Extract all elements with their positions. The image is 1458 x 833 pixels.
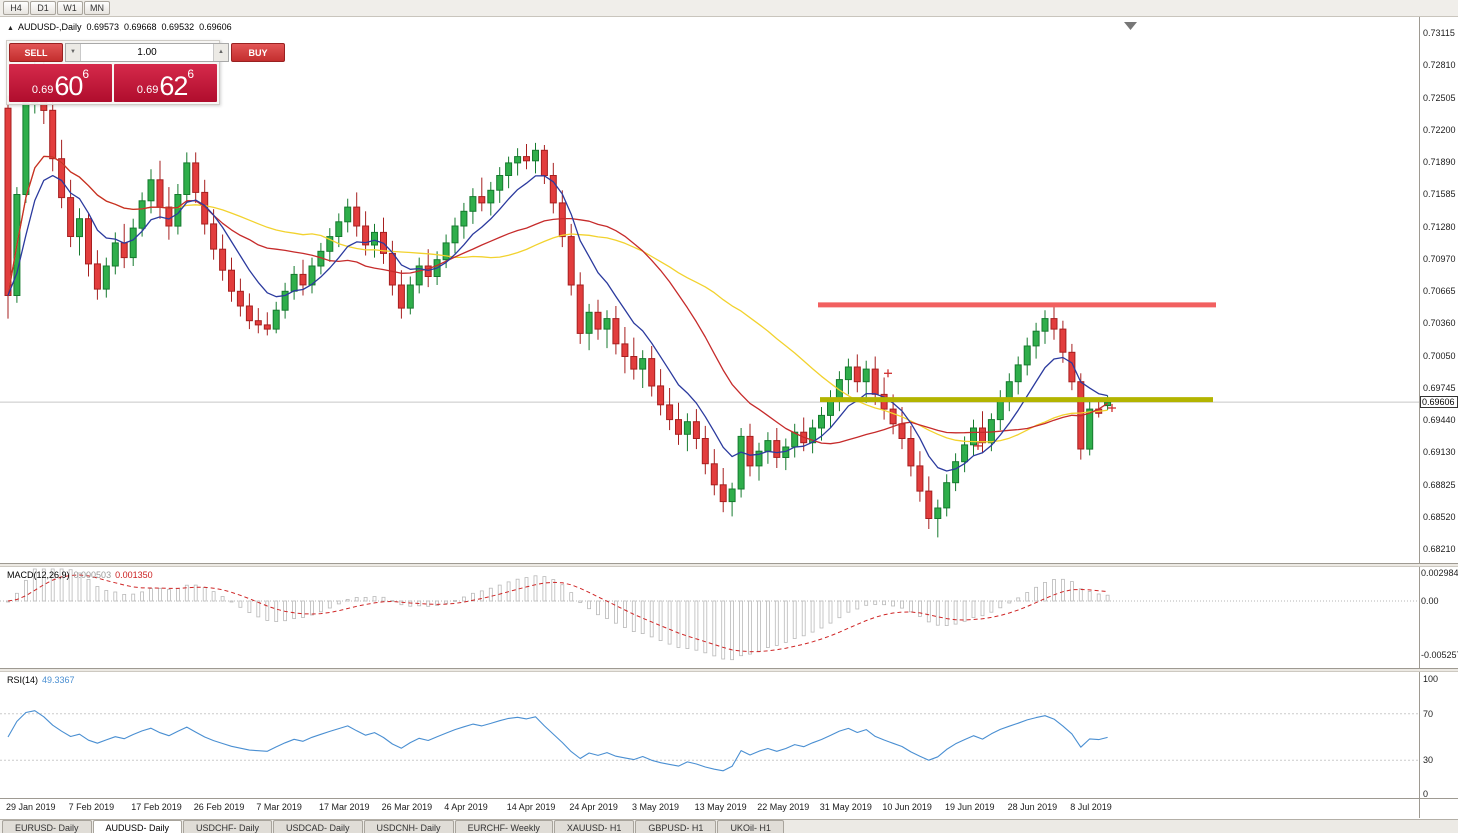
date-axis-label: 31 May 2019 [819, 802, 872, 812]
price-axis-label: 0.71585 [1423, 189, 1456, 200]
chart-tab-bar: EURUSD- Daily AUDUSD- Daily USDCHF- Daily U… [0, 819, 1458, 833]
chart-tab-ukoil-h1[interactable]: UKOil- H1 [717, 820, 784, 833]
sell-price-prefix: 0.69 [31, 84, 54, 96]
rsi-axis-label: 30 [1423, 755, 1434, 765]
main-chart[interactable] [0, 17, 1419, 563]
chart-tab-xauusd-h1[interactable]: XAUUSD- H1 [553, 820, 635, 833]
price-axis-label: 0.70360 [1423, 318, 1456, 329]
macd-indicator-label: MACD(12,26,9) 0.000503 0.001350 [7, 570, 153, 580]
rsi-panel-chart[interactable] [0, 672, 1419, 798]
chart-tab-eurusd-daily[interactable]: EURUSD- Daily [2, 820, 92, 833]
price-axis-label: 0.70970 [1423, 253, 1456, 264]
macd-panel-chart[interactable] [0, 567, 1419, 668]
rsi-name: RSI(14) [7, 675, 39, 685]
timeframe-toolbar: H4 D1 W1 MN [0, 0, 1458, 17]
date-axis-label: 29 Jan 2019 [6, 802, 56, 812]
timeframe-button-mn[interactable]: MN [84, 1, 110, 15]
timeframe-button-d1[interactable]: D1 [30, 1, 56, 15]
price-axis-label: 0.71280 [1423, 221, 1456, 232]
rsi-axis-label: 70 [1423, 709, 1434, 719]
chart-tab-usdcad-daily[interactable]: USDCAD- Daily [273, 820, 363, 833]
sell-price-box[interactable]: 0.69 60 6 [9, 64, 112, 102]
chart-tab-eurchf-weekly[interactable]: EURCHF- Weekly [454, 820, 553, 833]
price-axis-label: 0.71890 [1423, 157, 1456, 167]
ohlc-high-value: 0.69668 [124, 22, 157, 32]
macd-name: MACD(12,26,9) [7, 570, 70, 580]
price-axis-label: 0.69440 [1423, 415, 1456, 425]
price-axis-label: 0.72810 [1423, 60, 1456, 71]
date-axis-separator [0, 798, 1458, 799]
date-axis-label: 10 Jun 2019 [882, 802, 932, 812]
date-axis-label: 17 Feb 2019 [131, 802, 182, 812]
price-axis-label: 0.69745 [1423, 382, 1456, 393]
sell-button[interactable]: SELL [9, 43, 63, 62]
price-axis-label: 0.68520 [1423, 511, 1456, 522]
macd-main-value: 0.000503 [73, 570, 112, 580]
volume-input[interactable] [81, 44, 213, 61]
date-axis-label: 28 Jun 2019 [1007, 802, 1058, 812]
date-axis-label: 26 Mar 2019 [381, 802, 433, 812]
ohlc-open-value: 0.69573 [86, 22, 119, 32]
date-axis-label: 7 Feb 2019 [68, 802, 115, 812]
price-axis-label: 0.73115 [1423, 28, 1455, 38]
buy-button[interactable]: BUY [231, 43, 285, 62]
chart-ohlc-header: ▲ AUDUSD-,Daily 0.69573 0.69668 0.69532 0.696… [7, 22, 232, 32]
chart-tab-gbpusd-h1[interactable]: GBPUSD- H1 [635, 820, 717, 833]
rsi-axis-label: 0 [1423, 789, 1429, 799]
ohlc-low-value: 0.69532 [161, 22, 195, 32]
date-axis-label: 4 Apr 2019 [444, 802, 488, 812]
date-axis-label: 13 May 2019 [694, 802, 747, 812]
date-axis-label: 24 Apr 2019 [569, 802, 618, 812]
chart-symbol-label: AUDUSD-,Daily [17, 22, 82, 32]
price-axis-label: 0.68210 [1423, 544, 1456, 554]
one-click-trade-panel: SELL ▼ ▲ BUY 0.69 60 6 0.69 62 6 [6, 40, 285, 105]
price-axis-label: 0.69130 [1423, 447, 1456, 458]
date-axis-label: 3 May 2019 [632, 802, 680, 812]
macd-axis-label: -0.005257 [1421, 650, 1458, 660]
sell-price-big: 60 [54, 71, 83, 101]
price-axis-label: 0.72505 [1423, 92, 1456, 103]
timeframe-button-h4[interactable]: H4 [3, 1, 29, 15]
buy-price-pipette: 6 [187, 67, 195, 81]
rsi-splitter[interactable] [0, 668, 1458, 672]
volume-decrease-button[interactable]: ▼ [66, 44, 81, 61]
price-axis-label: 0.70050 [1423, 350, 1456, 361]
chart-tab-audusd-daily[interactable]: AUDUSD- Daily [92, 820, 183, 833]
buy-price-big: 62 [159, 71, 188, 101]
price-axis-separator [1419, 17, 1420, 818]
date-axis-label: 17 Mar 2019 [319, 802, 370, 812]
price-axis-label: 0.68825 [1423, 479, 1456, 490]
buy-price-box[interactable]: 0.69 62 6 [114, 64, 217, 102]
ohlc-close-value: 0.69606 [199, 22, 232, 32]
buy-price-prefix: 0.69 [136, 84, 159, 96]
date-axis-label: 22 May 2019 [757, 802, 810, 812]
date-axis-label: 26 Feb 2019 [193, 802, 245, 812]
symbol-marker-icon: ▲ [7, 25, 14, 32]
macd-axis-label: 0.00 [1421, 596, 1439, 606]
macd-splitter[interactable] [0, 563, 1458, 567]
rsi-value: 49.3367 [42, 675, 75, 685]
price-axis-label: 0.70665 [1423, 286, 1456, 296]
price-axis-label: 0.72200 [1423, 124, 1456, 135]
date-axis-label: 7 Mar 2019 [256, 802, 302, 812]
rsi-indicator-label: RSI(14) 49.3367 [7, 675, 75, 685]
macd-axis-label: 0.002984 [1421, 568, 1458, 578]
timeframe-button-w1[interactable]: W1 [57, 1, 83, 15]
volume-stepper[interactable]: ▼ ▲ [65, 43, 229, 62]
date-axis-label: 14 Apr 2019 [506, 802, 556, 812]
sell-price-pipette: 6 [82, 67, 90, 81]
date-axis-label: 19 Jun 2019 [945, 802, 995, 812]
current-price-badge: 0.69606 [1420, 396, 1458, 408]
volume-increase-button[interactable]: ▲ [213, 44, 228, 61]
rsi-axis-label: 100 [1423, 674, 1439, 684]
macd-signal-value: 0.001350 [115, 570, 153, 580]
chart-tab-usdchf-daily[interactable]: USDCHF- Daily [183, 820, 273, 833]
chart-tab-usdcnh-daily[interactable]: USDCNH- Daily [363, 820, 454, 833]
date-axis-label: 8 Jul 2019 [1070, 802, 1112, 812]
